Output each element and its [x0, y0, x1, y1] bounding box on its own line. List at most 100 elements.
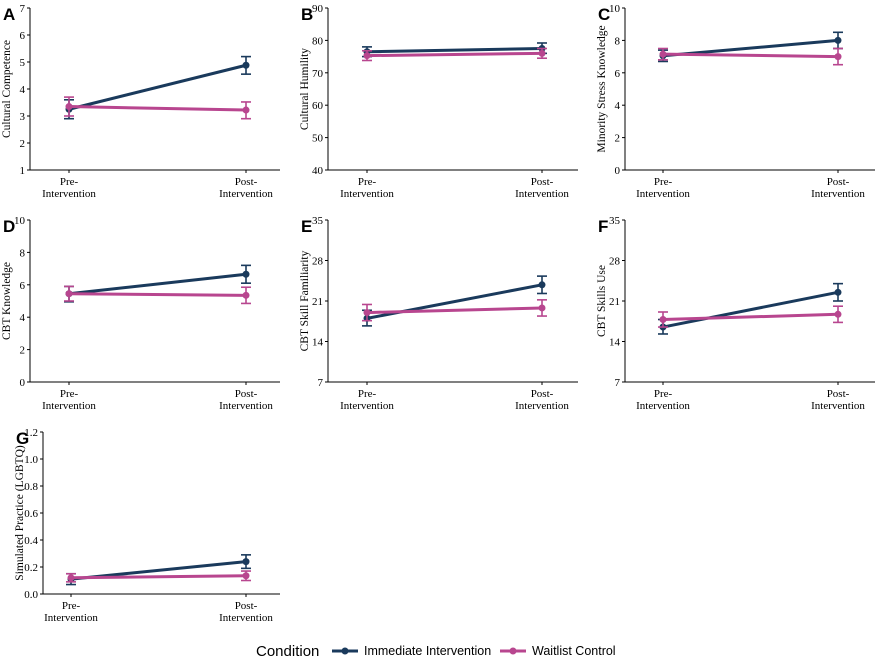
data-point [65, 103, 73, 111]
data-point [538, 281, 546, 289]
panel-letter: B [301, 5, 313, 24]
series-waitlist [64, 96, 251, 120]
x-tick-label: Post- [235, 600, 258, 612]
legend: Condition Immediate Intervention Waitlist … [256, 643, 616, 660]
y-tick-label: 0.4 [24, 535, 38, 547]
series-line [68, 292, 247, 297]
x-tick-label: Pre- [62, 600, 81, 612]
y-tick-label: 28 [312, 256, 324, 268]
data-point [242, 291, 250, 299]
x-tick-label: Post- [531, 388, 554, 400]
x-tick-label: Intervention [636, 188, 690, 200]
y-tick-label: 28 [609, 256, 621, 268]
y-tick-label: 0.6 [24, 508, 38, 520]
data-point [242, 558, 250, 566]
data-point [834, 310, 842, 318]
y-axis-label: Cultural Humility [299, 48, 311, 130]
y-tick-label: 7 [20, 3, 26, 15]
y-tick-label: 14 [312, 337, 324, 349]
y-tick-label: 10 [14, 215, 26, 227]
y-tick-label: 8 [615, 35, 621, 47]
y-tick-label: 90 [312, 3, 324, 15]
x-tick-label: Intervention [811, 188, 865, 200]
x-tick-label: Post- [235, 176, 258, 188]
data-point [242, 61, 250, 69]
legend-swatch-point [341, 647, 349, 655]
series-line [662, 312, 839, 322]
panel-letter: G [16, 429, 29, 448]
y-tick-label: 70 [312, 68, 324, 80]
y-tick-label: 7 [615, 377, 621, 389]
y-tick-label: 80 [312, 35, 324, 47]
y-tick-label: 21 [609, 296, 620, 308]
x-tick-label: Pre- [654, 176, 673, 188]
y-tick-label: 0.0 [24, 589, 38, 601]
panel-g: G0.00.20.40.60.81.01.2Pre-InterventionPo… [14, 427, 280, 624]
y-tick-label: 4 [20, 84, 26, 96]
series-line [68, 105, 247, 112]
x-tick-label: Pre- [60, 176, 79, 188]
series-line [70, 574, 247, 580]
panel-letter: A [3, 5, 15, 24]
y-tick-label: 35 [609, 215, 621, 227]
y-tick-label: 8 [20, 247, 26, 259]
series-line [366, 47, 543, 54]
series-line [366, 51, 543, 58]
data-point [834, 288, 842, 296]
legend-label: Waitlist Control [532, 644, 616, 658]
data-point [65, 290, 73, 298]
y-tick-label: 2 [20, 345, 26, 357]
panel-letter: C [598, 5, 610, 24]
legend-item-waitlist: Waitlist Control [500, 644, 616, 658]
series-immediate [66, 554, 251, 586]
x-tick-label: Pre- [358, 388, 377, 400]
y-axis-label: Cultural Competence [1, 40, 13, 138]
legend-swatch-point [509, 647, 517, 655]
panel-f: F714212835Pre-InterventionPost-Intervent… [596, 215, 875, 412]
x-tick-label: Pre- [358, 176, 377, 188]
data-point [67, 574, 75, 582]
panel-letter: F [598, 217, 608, 236]
y-tick-label: 1.0 [24, 454, 38, 466]
data-point [659, 50, 667, 58]
y-tick-label: 2 [615, 133, 621, 145]
y-tick-label: 7 [318, 377, 324, 389]
series-line [662, 290, 839, 329]
y-tick-label: 50 [312, 133, 324, 145]
panel-e: E714212835Pre-InterventionPost-Intervent… [299, 215, 578, 412]
data-point [242, 572, 250, 580]
y-tick-label: 60 [312, 100, 324, 112]
series-line [662, 52, 839, 59]
x-tick-label: Post- [531, 176, 554, 188]
legend-title: Condition [256, 643, 319, 660]
x-tick-label: Intervention [811, 400, 865, 412]
series-line [366, 306, 543, 315]
data-point [363, 309, 371, 317]
y-axis-label: Simulated Practice (LGBTQ) [14, 445, 26, 581]
x-tick-label: Intervention [636, 400, 690, 412]
y-tick-label: 0 [20, 377, 26, 389]
y-tick-label: 6 [20, 30, 26, 42]
y-tick-label: 3 [20, 111, 26, 123]
y-axis-label: CBT Knowledge [1, 262, 13, 340]
series-immediate [658, 282, 843, 335]
data-point [538, 49, 546, 57]
panel-b: B405060708090Pre-InterventionPost-Interv… [299, 3, 578, 200]
x-tick-label: Intervention [515, 188, 569, 200]
data-point [834, 36, 842, 44]
panel-c: C0246810Pre-InterventionPost-Interventio… [596, 3, 875, 200]
y-tick-label: 10 [609, 3, 621, 15]
y-axis-label: CBT Skill Familiarity [299, 250, 311, 351]
legend-label: Immediate Intervention [364, 644, 491, 658]
y-tick-label: 6 [615, 68, 621, 80]
y-tick-label: 21 [312, 296, 323, 308]
y-tick-label: 0.2 [24, 562, 38, 574]
x-tick-label: Intervention [42, 188, 96, 200]
x-tick-label: Intervention [42, 400, 96, 412]
data-point [242, 270, 250, 278]
y-tick-label: 35 [312, 215, 324, 227]
x-tick-label: Post- [827, 176, 850, 188]
x-tick-label: Intervention [219, 400, 273, 412]
data-point [834, 53, 842, 61]
